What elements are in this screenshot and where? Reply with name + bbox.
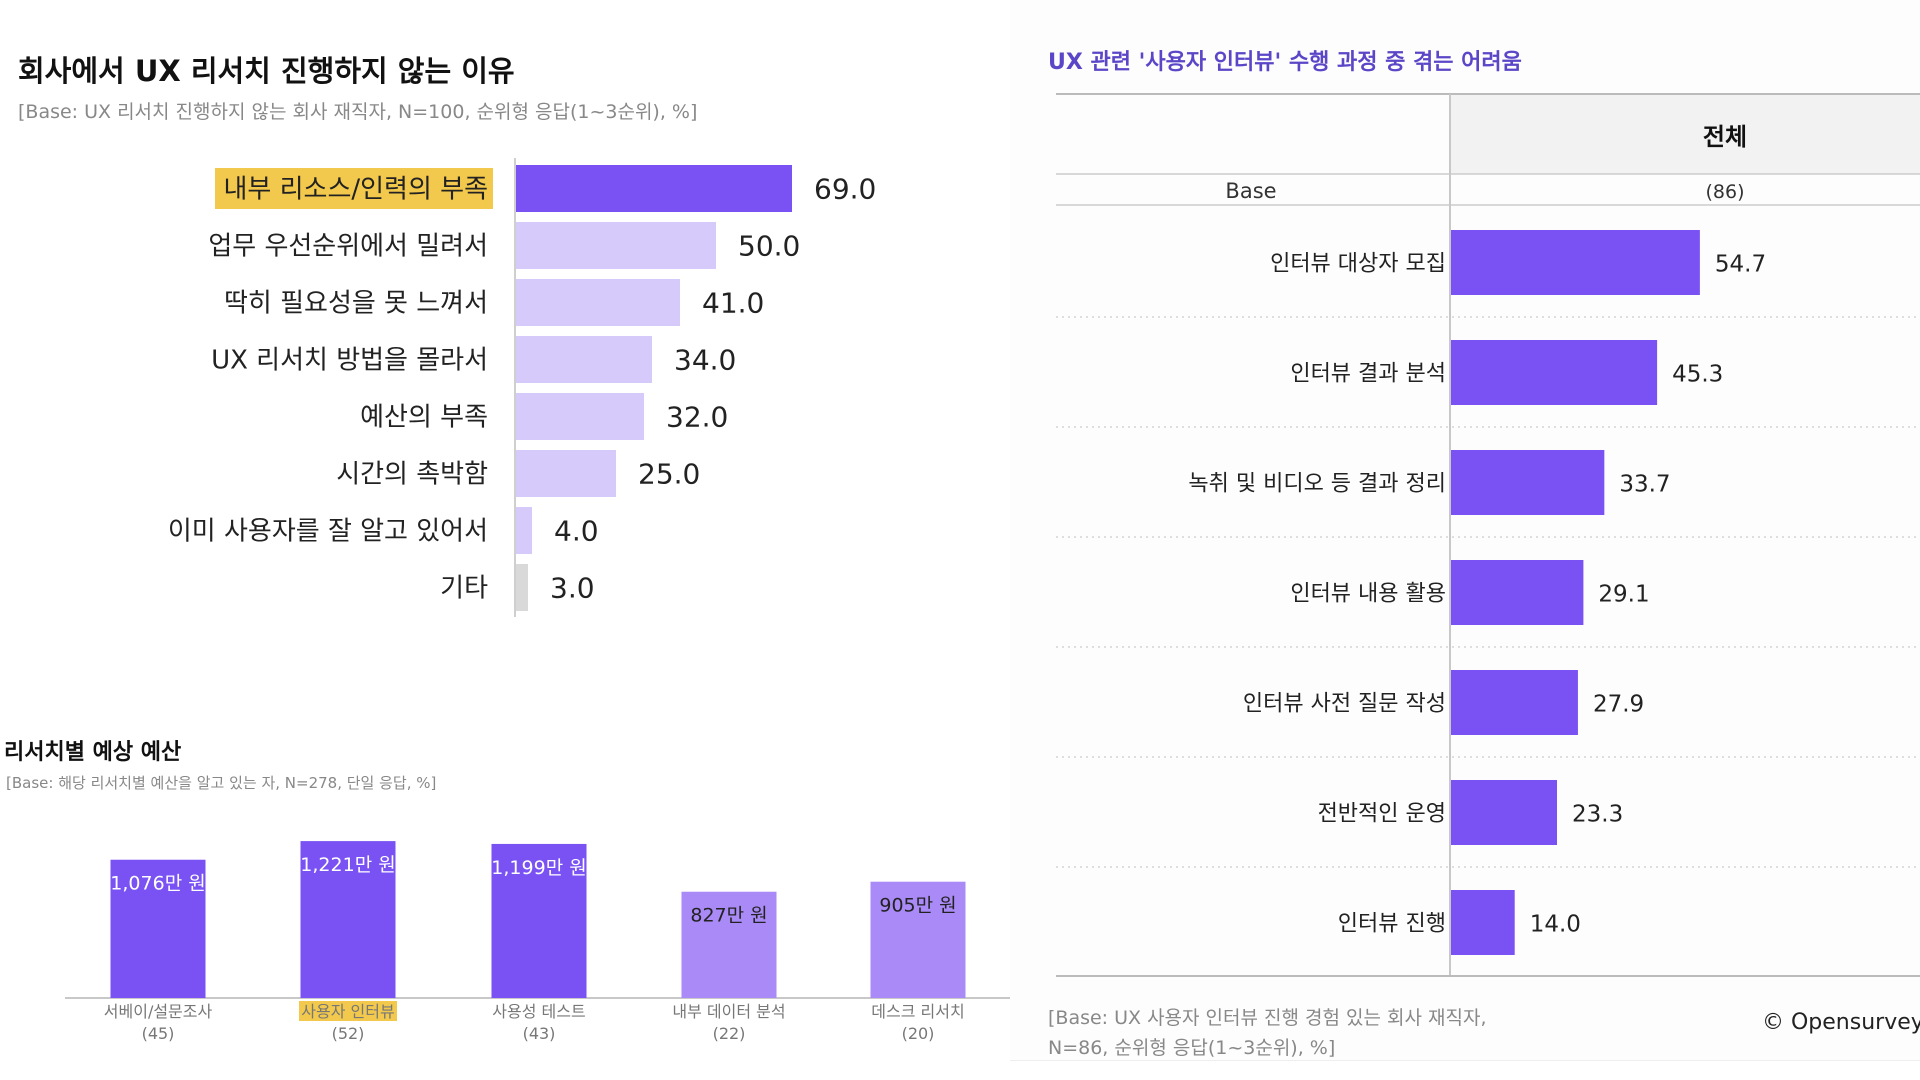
chart2-value-label: 1,076만 원	[110, 873, 205, 895]
chart1-bar	[516, 279, 680, 326]
chart1-bar	[516, 564, 528, 611]
chart2-base-label: (22)	[713, 1024, 746, 1043]
chart1-svg: 내부 리소스/인력의 부족 69.0 업무 우선순위에서 밀려서 50.0 딱히 필요성…	[168, 158, 876, 617]
chart2-title: 리서치별 예상 예산	[4, 740, 182, 765]
chart3-value-label: 29.1	[1598, 582, 1649, 608]
chart3-category-label: 인터뷰 내용 활용	[1290, 582, 1446, 607]
chart3-bar	[1451, 230, 1700, 295]
chart2-category-label: 데스크 리서치	[871, 1002, 964, 1021]
chart1-value-label: 4.0	[554, 515, 599, 548]
chart3-category-label: 전반적인 운영	[1318, 802, 1446, 827]
chart3-footnote-line2: N=86, 순위형 응답(1~3순위), %]	[1048, 1037, 1336, 1059]
chart3-title: UX 관련 '사용자 인터뷰' 수행 과정 중 겪는 어려움	[1048, 50, 1522, 75]
chart1-category-label: 업무 우선순위에서 밀려서	[208, 232, 488, 262]
chart1-category-label: 시간의 촉박함	[336, 460, 488, 490]
chart2-base-label: (20)	[902, 1024, 935, 1043]
chart3-footnote: [Base: UX 사용자 인터뷰 진행 경험 있는 회사 재직자, N=86,…	[1048, 1003, 1487, 1063]
right-panel-background	[1010, 0, 1920, 1060]
chart1-title: 회사에서 UX 리서치 진행하지 않는 이유	[18, 54, 515, 88]
chart3-value-label: 23.3	[1572, 802, 1623, 828]
chart3-category-label: 인터뷰 진행	[1338, 912, 1446, 937]
chart1-value-label: 25.0	[638, 458, 700, 491]
chart3-bar	[1451, 450, 1605, 515]
chart1-category-label: 이미 사용자를 잘 알고 있어서	[168, 517, 488, 547]
chart1-category-label: 기타	[440, 574, 488, 604]
chart3-bar	[1451, 340, 1658, 405]
chart3-category-label: 인터뷰 대상자 모집	[1270, 252, 1446, 277]
chart1-category-label: 내부 리소스/인력의 부족	[224, 175, 489, 205]
chart1-bar	[516, 222, 716, 269]
chart2-category-label: 내부 데이터 분석	[672, 1002, 785, 1021]
chart3-value-label: 54.7	[1715, 252, 1766, 278]
chart2-value-label: 1,221만 원	[300, 854, 395, 876]
chart3-column-header: 전체	[1703, 123, 1747, 151]
chart3-category-label: 녹취 및 비디오 등 결과 정리	[1188, 472, 1446, 497]
chart3-bar	[1451, 890, 1515, 955]
chart3-bar	[1451, 560, 1584, 625]
chart3-bar	[1451, 670, 1578, 735]
chart1-subtitle: [Base: UX 리서치 진행하지 않는 회사 재직자, N=100, 순위형…	[18, 101, 698, 123]
chart2-value-label: 905만 원	[879, 895, 956, 917]
chart3-bar	[1451, 780, 1558, 845]
chart3-base-label: Base	[1225, 179, 1276, 203]
chart2-base-label: (43)	[523, 1024, 556, 1043]
right-panel-bottom-rule	[1010, 1060, 1920, 1061]
chart3-value-label: 14.0	[1530, 912, 1581, 938]
chart2-bar	[300, 841, 396, 998]
chart1-bar	[516, 165, 792, 212]
chart3-value-label: 45.3	[1672, 362, 1723, 388]
chart2-bar	[681, 891, 777, 998]
chart2-bar	[491, 843, 587, 998]
chart2-base-label: (52)	[332, 1024, 365, 1043]
chart2-value-label: 827만 원	[690, 905, 767, 927]
opensurvey-brand: © Opensurvey	[1762, 1010, 1920, 1035]
chart2-subtitle: [Base: 해당 리서치별 예산을 알고 있는 자, N=278, 단일 응답…	[6, 774, 437, 792]
chart2-category-label: 서베이/설문조사	[104, 1002, 213, 1021]
chart2-label-highlight	[299, 1001, 397, 1021]
chart1-bar	[516, 393, 644, 440]
chart1-category-label: UX 리서치 방법을 몰라서	[211, 346, 488, 376]
chart3-value-label: 27.9	[1593, 692, 1644, 718]
chart3-value-label: 33.7	[1619, 472, 1670, 498]
chart1-value-label: 69.0	[814, 173, 876, 206]
chart1-category-label: 딱히 필요성을 못 느껴서	[224, 289, 488, 319]
chart2-category-label: 사용자 인터뷰	[301, 1002, 394, 1021]
chart1-value-label: 32.0	[666, 401, 728, 434]
chart1-value-label: 50.0	[738, 230, 800, 263]
chart2-bar	[110, 859, 206, 998]
chart2-bar	[870, 881, 966, 998]
chart1-bar	[516, 507, 532, 554]
chart2-base-label: (45)	[142, 1024, 175, 1043]
chart1-bar	[516, 336, 652, 383]
chart1-value-label: 41.0	[702, 287, 764, 320]
chart1-bar	[516, 450, 616, 497]
chart3-category-label: 인터뷰 결과 분석	[1290, 362, 1446, 387]
chart3-svg: 전체 Base (86) 인터뷰 대상자 모집 54.7 인터뷰 결과 분석 45.3 녹취 …	[1056, 93, 1920, 977]
chart3-category-label: 인터뷰 사전 질문 작성	[1243, 692, 1446, 717]
chart1-value-label: 34.0	[674, 344, 736, 377]
chart3-footnote-line1: [Base: UX 사용자 인터뷰 진행 경험 있는 회사 재직자,	[1048, 1007, 1487, 1029]
chart3-base-value: (86)	[1705, 181, 1744, 203]
chart1-category-label: 예산의 부족	[360, 403, 488, 433]
chart2-value-label: 1,199만 원	[491, 857, 586, 879]
chart1-value-label: 3.0	[550, 572, 595, 605]
chart3-header-cell	[1450, 94, 1920, 174]
chart2-category-label: 사용성 테스트	[492, 1002, 585, 1021]
chart1-label-highlight	[215, 168, 493, 209]
